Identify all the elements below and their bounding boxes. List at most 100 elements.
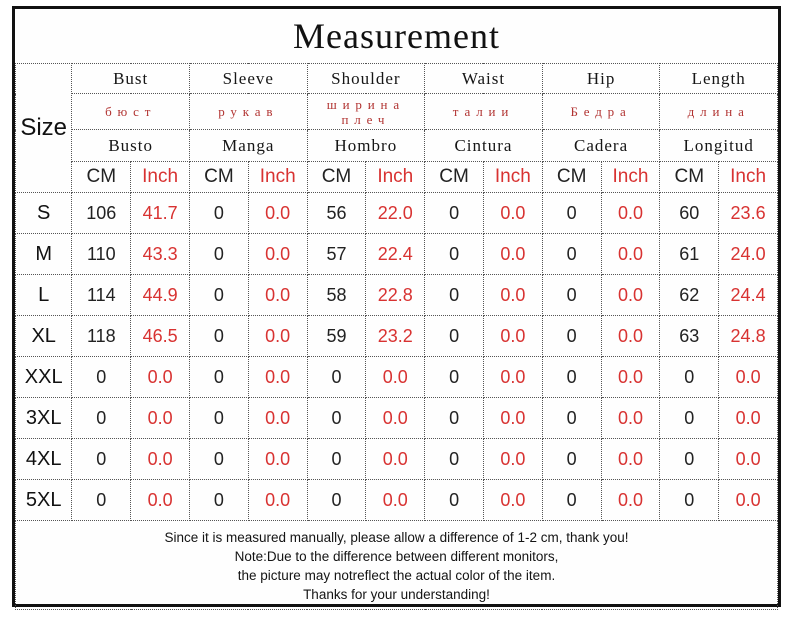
col-shoulder-en: Shoulder xyxy=(306,63,426,94)
cell-bust-inch: 0.0 xyxy=(130,479,190,521)
cell-shoulder-inch: 22.0 xyxy=(365,192,426,234)
cell-length-inch: 23.6 xyxy=(718,192,778,234)
footer-line-1: Since it is measured manually, please al… xyxy=(164,530,629,545)
cell-sleeve-cm: 0 xyxy=(188,192,249,234)
cell-waist-cm: 0 xyxy=(424,356,484,398)
cell-length-inch: 0.0 xyxy=(718,397,778,439)
cell-hip-inch: 0.0 xyxy=(600,274,661,316)
cell-bust-cm: 0 xyxy=(71,479,132,521)
cell-shoulder-inch: 23.2 xyxy=(365,315,426,357)
cell-hip-cm: 0 xyxy=(541,479,602,521)
cell-waist-inch: 0.0 xyxy=(482,192,543,234)
col-bust-en: Bust xyxy=(71,63,190,94)
row-label: 3XL xyxy=(14,397,73,439)
unit-header-inch: Inch xyxy=(130,161,190,193)
cell-sleeve-inch: 0.0 xyxy=(247,192,308,234)
cell-shoulder-inch: 22.8 xyxy=(365,274,426,316)
cell-sleeve-inch: 0.0 xyxy=(247,438,308,480)
footer-note: Since it is measured manually, please al… xyxy=(15,520,778,610)
cell-shoulder-inch: 0.0 xyxy=(365,479,426,521)
cell-shoulder-cm: 58 xyxy=(306,274,367,316)
cell-waist-cm: 0 xyxy=(424,315,484,357)
cell-sleeve-cm: 0 xyxy=(188,315,249,357)
cell-sleeve-cm: 0 xyxy=(188,274,249,316)
cell-bust-inch: 44.9 xyxy=(130,274,190,316)
col-sleeve-en: Sleeve xyxy=(188,63,308,94)
cell-bust-inch: 0.0 xyxy=(130,356,190,398)
cell-length-cm: 60 xyxy=(659,192,720,234)
cell-waist-inch: 0.0 xyxy=(482,479,543,521)
row-label: S xyxy=(14,192,73,234)
unit-header-inch: Inch xyxy=(718,161,778,193)
cell-length-inch: 0.0 xyxy=(718,438,778,480)
cell-sleeve-inch: 0.0 xyxy=(247,315,308,357)
page-title: Measurement xyxy=(293,16,500,56)
cell-bust-cm: 0 xyxy=(71,438,132,480)
cell-length-inch: 24.4 xyxy=(718,274,778,316)
col-sleeve-es: Manga xyxy=(188,129,308,162)
cell-waist-cm: 0 xyxy=(424,274,484,316)
col-waist-es: Cintura xyxy=(424,129,543,162)
col-length-ru: длина xyxy=(659,93,778,130)
cell-shoulder-inch: 0.0 xyxy=(365,356,426,398)
col-shoulder-ru: ширина плеч xyxy=(306,93,426,130)
cell-hip-inch: 0.0 xyxy=(600,356,661,398)
size-chart-sheet: Measurement Size Bust Sleeve Shoulder Wa… xyxy=(12,6,781,610)
cell-length-cm: 0 xyxy=(659,397,720,439)
cell-waist-cm: 0 xyxy=(424,192,484,234)
cell-bust-cm: 110 xyxy=(71,233,132,275)
cell-length-cm: 62 xyxy=(659,274,720,316)
row-label: XXL xyxy=(14,356,73,398)
cell-hip-cm: 0 xyxy=(541,438,602,480)
col-sleeve-ru: рукав xyxy=(188,93,308,130)
footer-line-2: Note:Due to the difference between diffe… xyxy=(234,549,559,564)
unit-header-inch: Inch xyxy=(482,161,543,193)
cell-shoulder-cm: 56 xyxy=(306,192,367,234)
cell-bust-cm: 0 xyxy=(71,356,132,398)
cell-sleeve-cm: 0 xyxy=(188,356,249,398)
cell-sleeve-cm: 0 xyxy=(188,233,249,275)
cell-shoulder-inch: 0.0 xyxy=(365,438,426,480)
cell-sleeve-cm: 0 xyxy=(188,438,249,480)
cell-hip-inch: 0.0 xyxy=(600,315,661,357)
cell-bust-cm: 106 xyxy=(71,192,132,234)
cell-sleeve-inch: 0.0 xyxy=(247,233,308,275)
cell-sleeve-inch: 0.0 xyxy=(247,274,308,316)
cell-hip-inch: 0.0 xyxy=(600,233,661,275)
cell-shoulder-cm: 0 xyxy=(306,356,367,398)
unit-header-cm: CM xyxy=(71,161,132,193)
table-row: M 110 43.3 0 0.0 57 22.4 0 0.0 0 0.0 61 … xyxy=(14,233,778,275)
cell-hip-inch: 0.0 xyxy=(600,397,661,439)
row-label: 4XL xyxy=(14,438,73,480)
measurement-table: Size Bust Sleeve Shoulder Waist Hip Leng… xyxy=(14,63,778,610)
footer-line-3: the picture may notreflect the actual co… xyxy=(237,568,556,583)
cell-length-inch: 24.0 xyxy=(718,233,778,275)
cell-shoulder-inch: 0.0 xyxy=(365,397,426,439)
cell-hip-cm: 0 xyxy=(541,315,602,357)
cell-hip-inch: 0.0 xyxy=(600,192,661,234)
cell-sleeve-inch: 0.0 xyxy=(247,397,308,439)
cell-length-inch: 0.0 xyxy=(718,356,778,398)
cell-shoulder-cm: 0 xyxy=(306,438,367,480)
cell-length-cm: 0 xyxy=(659,479,720,521)
cell-sleeve-cm: 0 xyxy=(188,397,249,439)
cell-waist-cm: 0 xyxy=(424,479,484,521)
cell-hip-cm: 0 xyxy=(541,274,602,316)
unit-header-cm: CM xyxy=(306,161,367,193)
col-hip-es: Cadera xyxy=(541,129,661,162)
cell-sleeve-cm: 0 xyxy=(188,479,249,521)
cell-waist-cm: 0 xyxy=(424,233,484,275)
col-waist-ru: талии xyxy=(424,93,543,130)
table-row: XXL 0 0.0 0 0.0 0 0.0 0 0.0 0 0.0 0 0.0 xyxy=(14,356,778,398)
unit-header-cm: CM xyxy=(424,161,484,193)
col-length-en: Length xyxy=(659,63,778,94)
table-row: 3XL 0 0.0 0 0.0 0 0.0 0 0.0 0 0.0 0 0.0 xyxy=(14,397,778,439)
table-row: 4XL 0 0.0 0 0.0 0 0.0 0 0.0 0 0.0 0 0.0 xyxy=(14,438,778,480)
unit-header-cm: CM xyxy=(659,161,720,193)
cell-length-cm: 0 xyxy=(659,356,720,398)
cell-waist-inch: 0.0 xyxy=(482,315,543,357)
cell-waist-cm: 0 xyxy=(424,438,484,480)
cell-sleeve-inch: 0.0 xyxy=(247,479,308,521)
cell-waist-inch: 0.0 xyxy=(482,438,543,480)
cell-waist-inch: 0.0 xyxy=(482,397,543,439)
